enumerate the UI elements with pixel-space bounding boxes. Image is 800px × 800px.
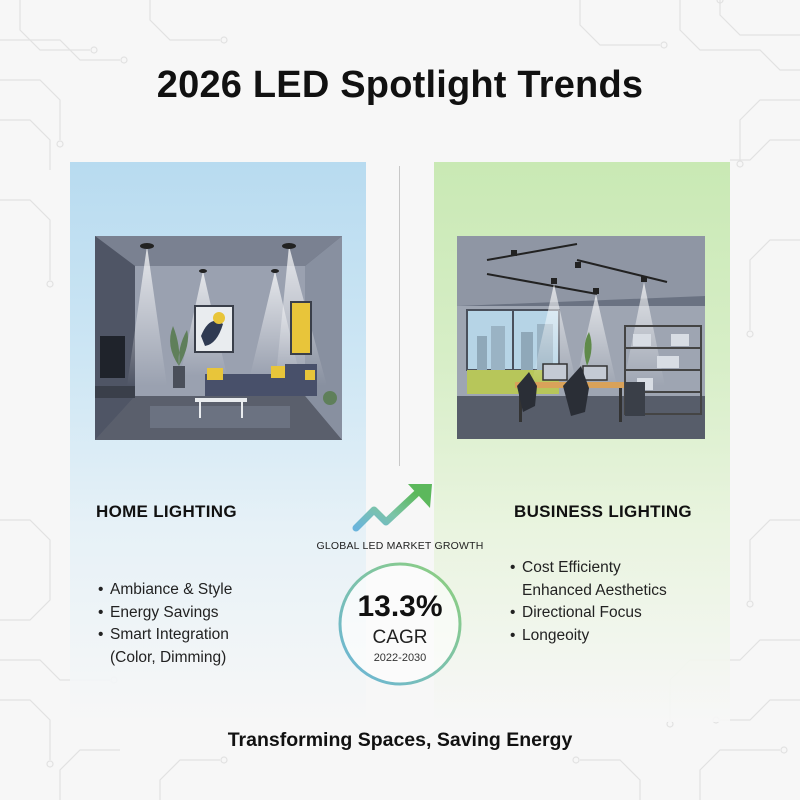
- list-item: • Energy Savings: [98, 602, 232, 625]
- bullet-dot: •: [98, 626, 104, 643]
- list-item: • Ambiance & Style: [98, 579, 232, 602]
- list-item: • Cost Efficienty: [510, 557, 667, 580]
- list-item: • Smart Integration: [98, 624, 232, 647]
- page-title: 2026 LED Spotlight Trends: [156, 64, 644, 106]
- list-item-continuation: Enhanced Aesthetics: [522, 581, 667, 599]
- business-office-illustration: [457, 236, 705, 439]
- business-benefits-list: • Cost Efficienty Enhanced Aesthetics • Di…: [510, 557, 667, 647]
- bullet-dot: •: [510, 559, 516, 576]
- cagr-label: CAGR: [372, 627, 428, 648]
- cagr-ring: [338, 562, 462, 686]
- cagr-years: 2022-2030: [373, 652, 427, 664]
- bullet-dot: •: [98, 603, 104, 621]
- home-lighting-heading: HOME LIGHTING: [96, 502, 237, 521]
- bullet-dot: •: [510, 604, 516, 621]
- tagline: Transforming Spaces, Saving Energy: [227, 729, 573, 751]
- list-item: • Longeoity: [510, 625, 667, 648]
- cagr-value: 13.3%: [357, 590, 443, 623]
- growth-arrow-icon: [352, 484, 432, 532]
- center-divider: [399, 166, 400, 466]
- list-item: • Directional Focus: [510, 602, 667, 625]
- business-lighting-heading: BUSINESS LIGHTING: [514, 502, 692, 521]
- bullet-dot: •: [510, 626, 516, 644]
- list-item-continuation: (Color, Dimming): [110, 648, 227, 666]
- bullet-dot: •: [98, 581, 104, 598]
- home-benefits-list: • Ambiance & Style • Energy Savings • Smart…: [98, 579, 232, 669]
- market-growth-label: GLOBAL LED MARKET GROWTH: [316, 540, 484, 552]
- home-living-room-illustration: [95, 236, 342, 440]
